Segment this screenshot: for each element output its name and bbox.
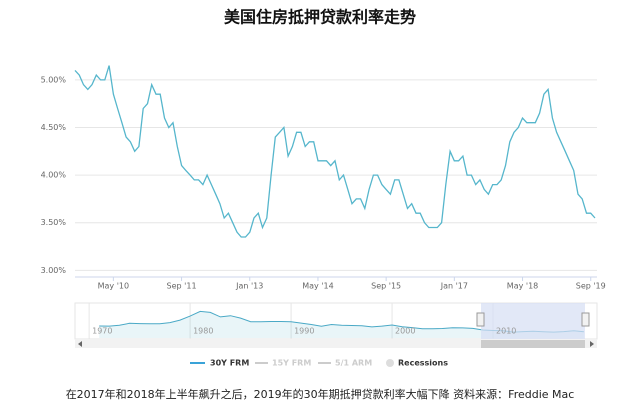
x-tick-label: 1990 [294,327,314,336]
legend-label[interactable]: Recessions [398,359,448,368]
navigator-handle[interactable] [476,312,485,327]
data-line [74,65,596,238]
caption: 在2017年和2018年上半年飙升之后，2019年的30年期抵押贷款利率大幅下降… [66,387,575,401]
x-tick-label: 2010 [496,327,516,336]
x-tick-label: Jan '17 [440,282,468,291]
y-tick-label: 3.00% [41,266,67,275]
x-tick-label: Sep '15 [371,282,401,291]
x-tick-label: Sep '19 [576,282,606,291]
scroll-right[interactable] [590,341,594,347]
y-tick-label: 4.50% [41,123,67,132]
y-tick-label: 3.50% [41,218,67,227]
x-tick-label: May '10 [98,282,129,291]
legend-label[interactable]: 30Y FRM [210,359,249,368]
y-tick-label: 5.00% [41,75,67,84]
x-tick-label: May '18 [507,282,538,291]
navigator-area [99,311,584,338]
navigator-selection[interactable] [481,303,585,339]
legend-swatch [386,359,394,367]
y-tick-label: 4.00% [41,171,67,180]
navigator-handle[interactable] [581,312,590,327]
scroll-left[interactable] [78,341,82,347]
scrollbar-track[interactable] [75,340,597,348]
x-tick-label: 2000 [395,327,415,336]
x-tick-label: 1970 [92,327,112,336]
x-tick-label: 1980 [193,327,213,336]
chart-title: 美国住房抵押贷款利率走势 [224,8,416,27]
x-tick-label: May '14 [302,282,333,291]
scrollbar-thumb[interactable] [481,340,585,348]
legend-label[interactable]: 15Y FRM [272,359,311,368]
legend-label[interactable]: 5/1 ARM [335,359,372,368]
x-tick-label: Sep '11 [167,282,197,291]
x-tick-label: Jan '13 [235,282,263,291]
